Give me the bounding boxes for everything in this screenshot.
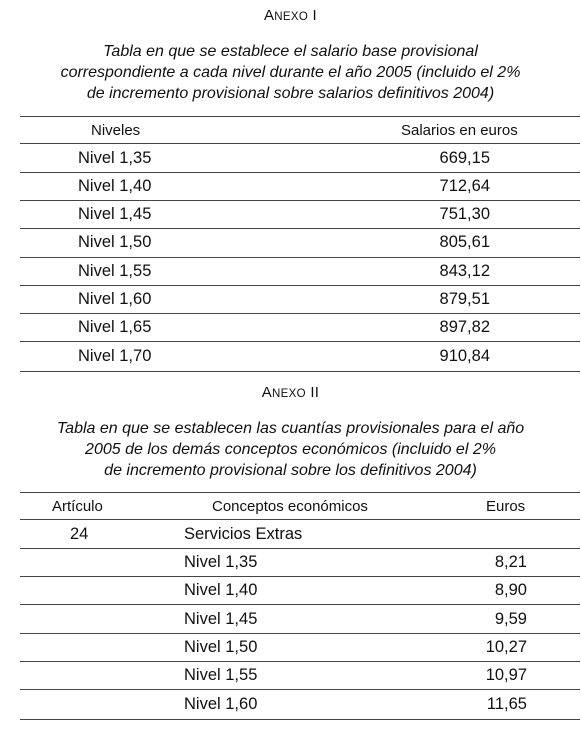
table-cell-salary: 805,61: [439, 233, 490, 251]
annex-1-heading: ANEXO I: [263, 7, 318, 24]
table-cell-salary: 910,84: [439, 347, 490, 365]
table-cell-level: Nivel 1,45: [78, 205, 152, 223]
table-cell-level: Nivel 1,55: [78, 262, 152, 280]
table-rule: [20, 492, 580, 493]
table-rule: [20, 604, 580, 605]
table-rule: [20, 371, 580, 372]
caption-line: Tabla en que se establece el salario bas…: [103, 43, 478, 60]
annex-2-caption: Tabla en que se establecen las cuantías …: [0, 418, 581, 481]
table-cell-level: Nivel 1,55: [184, 666, 258, 684]
table-cell-level: Nivel 1,45: [184, 610, 258, 628]
caption-line: 2005 de los demás conceptos económicos (…: [85, 441, 496, 458]
table-rule: [20, 341, 580, 342]
caption-line: de incremento provisional sobre los defi…: [104, 462, 477, 479]
table-cell-salary: 669,15: [439, 149, 490, 167]
table-cell-euros: 9,59: [494, 610, 527, 628]
table-cell-level: Nivel 1,40: [78, 177, 152, 195]
table-rule: [20, 548, 580, 549]
table-cell-euros: 8,90: [494, 581, 527, 599]
table-rule: [20, 228, 580, 229]
caption-line: de incremento provisional sobre salarios…: [86, 85, 495, 102]
table-rule: [20, 143, 580, 144]
column-header-article: Artículo: [52, 498, 103, 515]
annex-2-heading: ANEXO II: [261, 384, 320, 401]
table-cell-level: Nivel 1,35: [78, 149, 152, 167]
table-cell-salary: 843,12: [439, 262, 490, 280]
annex-1-caption: Tabla en que se establece el salario bas…: [0, 41, 581, 104]
table-cell-level: Nivel 1,60: [184, 695, 258, 713]
table-rule: [20, 172, 580, 173]
table-cell-level: Nivel 1,65: [78, 318, 152, 336]
table-rule: [20, 661, 580, 662]
table-cell-salary: 879,51: [439, 290, 490, 308]
table-cell-level: Nivel 1,60: [78, 290, 152, 308]
table-rule: [20, 519, 580, 520]
column-header-euros: Euros: [486, 498, 526, 515]
table-cell-salary: 751,30: [439, 205, 490, 223]
table-cell-concept-title: Servicios Extras: [184, 525, 303, 543]
table-rule: [20, 313, 580, 314]
table-cell-euros: 8,21: [494, 553, 527, 571]
table-rule: [20, 200, 580, 201]
table-rule: [20, 576, 580, 577]
table-rule: [20, 285, 580, 286]
table-cell-euros: 10,27: [485, 638, 527, 656]
table-cell-euros: 10,97: [485, 666, 527, 684]
table-cell-level: Nivel 1,50: [78, 233, 152, 251]
table-cell-salary: 897,82: [439, 318, 490, 336]
table-rule: [20, 719, 580, 720]
caption-line: Tabla en que se establecen las cuantías …: [56, 420, 525, 437]
column-header-salaries: Salarios en euros: [401, 122, 518, 139]
table-rule: [20, 689, 580, 690]
table-cell-level: Nivel 1,40: [184, 581, 258, 599]
table-cell-euros: 11,65: [486, 695, 527, 713]
table-cell-level: Nivel 1,50: [184, 638, 258, 656]
table-rule: [20, 633, 580, 634]
table-cell-level: Nivel 1,70: [78, 347, 152, 365]
table-cell-level: Nivel 1,35: [184, 553, 258, 571]
table-rule: [20, 116, 580, 117]
table-rule: [20, 257, 580, 258]
column-header-levels: Niveles: [91, 122, 141, 139]
table-cell-salary: 712,64: [439, 177, 490, 195]
table-cell-article: 24: [70, 525, 89, 543]
column-header-concepts: Conceptos económicos: [212, 498, 368, 515]
caption-line: correspondiente a cada nivel durante el …: [60, 64, 521, 81]
